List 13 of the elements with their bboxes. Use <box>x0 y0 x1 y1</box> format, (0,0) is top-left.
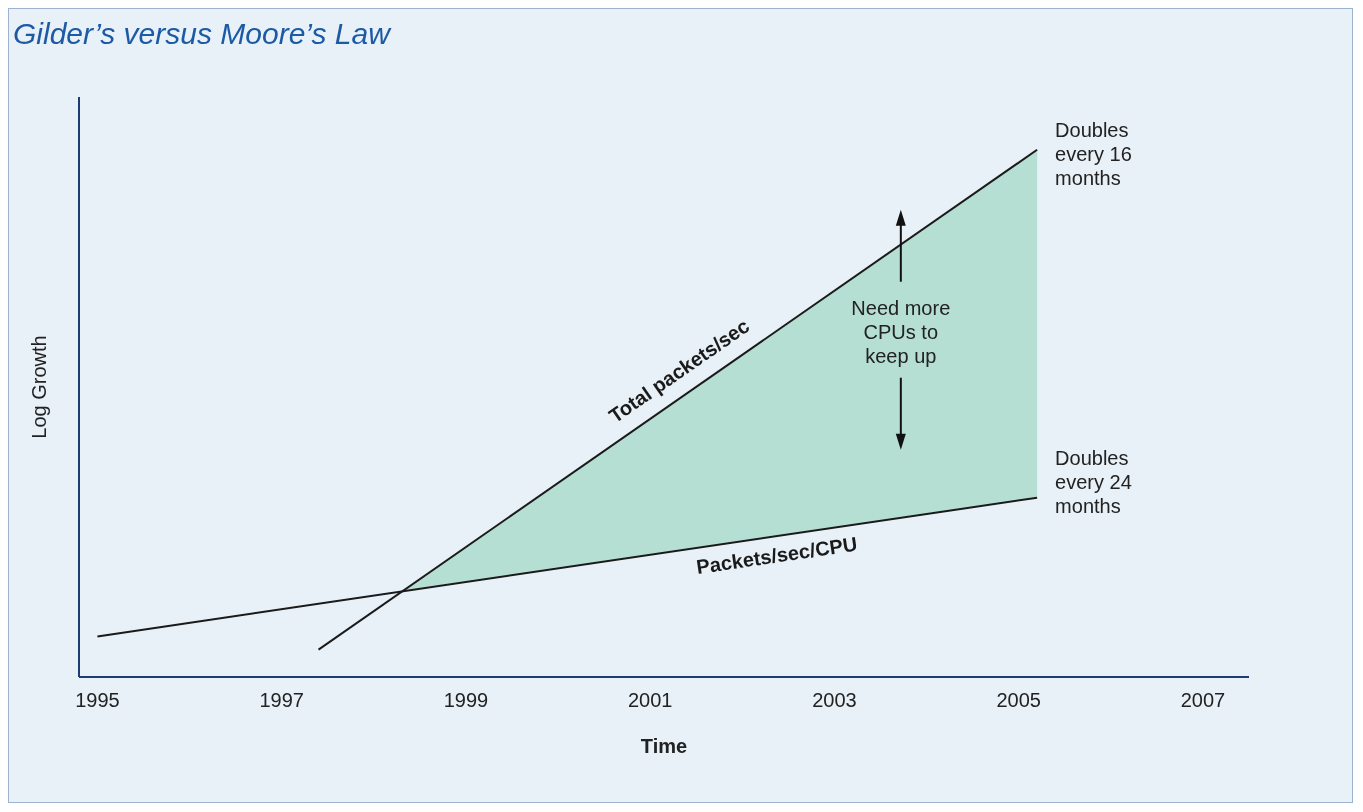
x-tick-label: 2003 <box>812 689 857 712</box>
annotation: Doubles every 16 months <box>1055 117 1133 190</box>
y-axis-title: Log Growth <box>28 335 51 439</box>
x-tick-label: 2001 <box>627 689 673 712</box>
x-tick-label: 1995 <box>75 689 120 712</box>
annotation: Need more CPUs to keep up <box>850 295 952 368</box>
x-tick-label: 1999 <box>443 689 489 712</box>
x-tick-label: 2005 <box>996 689 1041 712</box>
annotation: Doubles every 24 months <box>1055 445 1133 518</box>
chart-title: Gilder’s versus Moore’s Law <box>12 16 393 52</box>
x-tick-label: 1997 <box>259 689 304 712</box>
x-axis-title: Time <box>640 735 688 757</box>
x-tick-label: 2007 <box>1180 689 1226 712</box>
